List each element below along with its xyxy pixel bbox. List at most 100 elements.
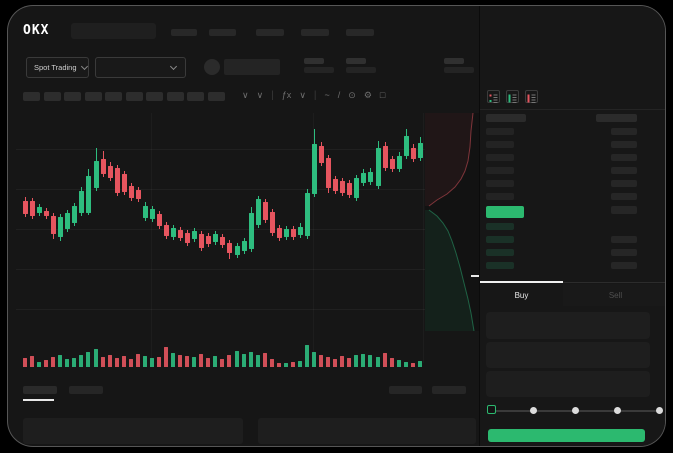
timeframe-button-skeleton[interactable] bbox=[187, 92, 204, 101]
volume-bar bbox=[164, 347, 168, 367]
chevron-down-icon bbox=[169, 62, 178, 71]
chart-type-chevron-icon[interactable]: ∨ bbox=[256, 89, 264, 100]
nav-item-skeleton[interactable] bbox=[209, 29, 236, 36]
slider-stop-dot[interactable] bbox=[572, 407, 579, 414]
ask-amount-skeleton[interactable] bbox=[611, 154, 637, 161]
nav-item-skeleton[interactable] bbox=[346, 29, 374, 36]
candle bbox=[368, 172, 374, 182]
nav-item-skeleton[interactable] bbox=[256, 29, 284, 36]
candle bbox=[290, 229, 296, 237]
bid-price-skeleton[interactable] bbox=[486, 262, 514, 269]
volume-bar bbox=[58, 355, 63, 367]
slider-stop-dot[interactable] bbox=[656, 407, 663, 414]
ask-price-skeleton[interactable] bbox=[486, 141, 514, 148]
market-type-selector[interactable]: Spot Trading bbox=[26, 57, 89, 78]
market-type-label: Spot Trading bbox=[34, 63, 77, 72]
candle bbox=[262, 202, 268, 220]
candle bbox=[375, 148, 381, 186]
line-tool-icon[interactable]: ~ bbox=[324, 90, 330, 100]
volume-bar bbox=[65, 359, 70, 367]
timeframe-button-skeleton[interactable] bbox=[105, 92, 122, 101]
volume-bar bbox=[30, 356, 35, 367]
ask-price-skeleton[interactable] bbox=[486, 193, 514, 200]
candle bbox=[58, 217, 64, 237]
pair-selector[interactable] bbox=[95, 57, 186, 78]
volume-bar bbox=[86, 352, 91, 367]
bid-amount-skeleton[interactable] bbox=[611, 236, 637, 243]
indicators-chevron-icon[interactable]: ∨ bbox=[299, 89, 306, 100]
gridline bbox=[16, 269, 466, 270]
ask-price-skeleton[interactable] bbox=[486, 180, 514, 187]
volume-bar bbox=[290, 362, 295, 367]
orders-filter-skeleton[interactable] bbox=[432, 386, 466, 394]
timeframe-button-skeleton[interactable] bbox=[207, 92, 225, 101]
ask-amount-skeleton[interactable] bbox=[611, 167, 637, 174]
last-price-badge[interactable] bbox=[486, 206, 524, 218]
orders-filter-skeleton[interactable] bbox=[389, 386, 422, 394]
amount-input-skeleton[interactable] bbox=[486, 342, 650, 368]
depth-chart[interactable] bbox=[425, 112, 480, 332]
candle bbox=[347, 183, 353, 195]
timeframe-button-skeleton[interactable] bbox=[146, 92, 163, 101]
nav-item-skeleton[interactable] bbox=[171, 29, 197, 36]
volume-bar bbox=[93, 349, 98, 367]
bid-amount-skeleton[interactable] bbox=[611, 249, 637, 256]
volume-bar bbox=[410, 363, 415, 367]
candle bbox=[340, 181, 346, 193]
volume-bar bbox=[51, 357, 56, 367]
nav-item-skeleton[interactable] bbox=[301, 29, 329, 36]
bid-price-skeleton[interactable] bbox=[486, 223, 514, 230]
orders-tab-skeleton-active[interactable] bbox=[23, 386, 57, 394]
candle bbox=[100, 159, 106, 174]
gridline bbox=[151, 113, 152, 363]
candle bbox=[333, 179, 339, 191]
ask-amount-skeleton[interactable] bbox=[611, 128, 637, 135]
slider-stop-dot[interactable] bbox=[614, 407, 621, 414]
timeframe-button-skeleton[interactable] bbox=[166, 92, 184, 101]
screenshot-icon[interactable]: ⊙ bbox=[348, 89, 356, 100]
active-tab-indicator bbox=[480, 281, 563, 283]
volume-bar bbox=[100, 357, 105, 367]
candle bbox=[319, 146, 325, 163]
timeframe-button-skeleton[interactable] bbox=[23, 92, 40, 101]
orders-tab-skeleton[interactable] bbox=[69, 386, 103, 394]
total-input-skeleton[interactable] bbox=[486, 371, 650, 397]
ask-amount-skeleton[interactable] bbox=[611, 141, 637, 148]
timeframe-button-skeleton[interactable] bbox=[43, 92, 61, 101]
chart-settings-icon[interactable]: ⚙ bbox=[363, 89, 372, 100]
candle bbox=[51, 216, 57, 234]
timeframe-button-skeleton[interactable] bbox=[125, 92, 143, 101]
candle bbox=[361, 173, 367, 183]
amount-slider-handle[interactable] bbox=[487, 405, 496, 414]
gridline bbox=[16, 309, 466, 310]
tab-sell[interactable]: Sell bbox=[563, 284, 665, 306]
book-asks-view-icon[interactable] bbox=[525, 90, 538, 103]
candle bbox=[128, 186, 134, 198]
ask-price-skeleton[interactable] bbox=[486, 154, 514, 161]
okx-logo[interactable]: OKX bbox=[23, 23, 50, 38]
ask-price-skeleton[interactable] bbox=[486, 167, 514, 174]
tab-buy[interactable]: Buy bbox=[514, 290, 529, 300]
bid-price-skeleton[interactable] bbox=[486, 236, 514, 243]
book-split-view-icon[interactable] bbox=[487, 90, 500, 103]
active-tab-underline bbox=[23, 399, 54, 401]
ask-price-skeleton[interactable] bbox=[486, 128, 514, 135]
bid-amount-skeleton[interactable] bbox=[611, 262, 637, 269]
draw-tool-icon[interactable]: / bbox=[337, 90, 341, 100]
nav-search-skeleton[interactable] bbox=[71, 23, 156, 39]
slider-stop-dot[interactable] bbox=[530, 407, 537, 414]
volume-bar bbox=[305, 345, 309, 367]
fullscreen-icon[interactable]: □ bbox=[379, 90, 386, 100]
timeframe-button-skeleton[interactable] bbox=[64, 92, 81, 101]
indicators-fx-icon[interactable]: ƒx bbox=[281, 90, 292, 100]
candle-style-icon[interactable]: ∨ bbox=[242, 89, 249, 100]
ask-amount-skeleton[interactable] bbox=[611, 193, 637, 200]
buy-submit-button[interactable] bbox=[488, 429, 645, 442]
candle bbox=[86, 176, 92, 213]
ask-amount-skeleton[interactable] bbox=[611, 180, 637, 187]
timeframe-button-skeleton[interactable] bbox=[84, 92, 102, 101]
price-input-skeleton[interactable] bbox=[486, 312, 650, 339]
book-bids-view-icon[interactable] bbox=[506, 90, 519, 103]
gridline bbox=[16, 229, 466, 230]
bid-price-skeleton[interactable] bbox=[486, 249, 514, 256]
